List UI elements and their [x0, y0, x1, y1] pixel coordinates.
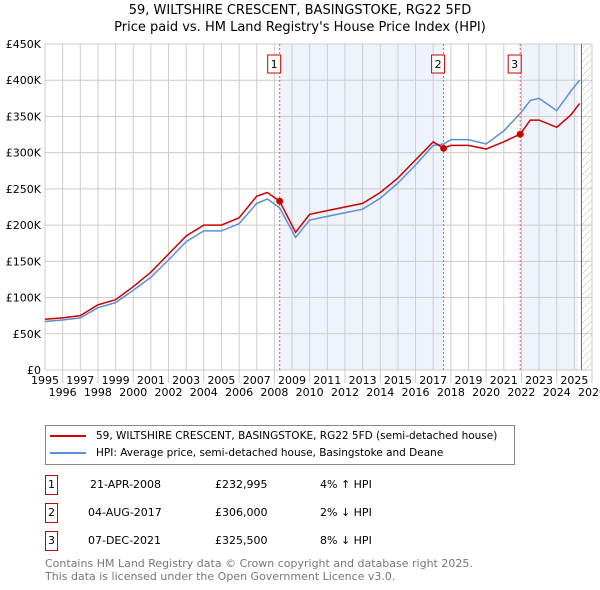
x-tick-label: 2024 [543, 386, 571, 399]
series-line [44, 79, 581, 323]
price-chart: 1995199619971998199920002001200220032004… [6, 38, 600, 399]
x-tick-label: 1995 [31, 374, 59, 387]
y-tick-label: £450K [6, 38, 42, 51]
sale-hpi-diff: 8% ↓ HPI [320, 534, 372, 547]
sale-marker-badge: 3 [45, 531, 58, 551]
x-tick-label: 2017 [419, 374, 447, 387]
x-tick-label: 2020 [472, 386, 500, 399]
x-tick-label: 2025 [560, 374, 588, 387]
x-tick-label: 1997 [66, 374, 94, 387]
x-tick-label: 2018 [437, 386, 465, 399]
y-tick-label: £250K [6, 183, 42, 196]
x-tick-label: 2019 [454, 374, 482, 387]
x-tick-label: 2013 [349, 374, 377, 387]
sale-point [516, 130, 524, 138]
sale-point [440, 144, 448, 152]
x-tick-label: 2022 [507, 386, 535, 399]
x-tick-label: 2006 [225, 386, 253, 399]
x-tick-label: 2001 [137, 374, 165, 387]
sale-row: 1 21-APR-2008 £232,995 4% ↑ HPI [45, 475, 445, 495]
sale-date: 21-APR-2008 [90, 478, 162, 491]
sale-row: 2 04-AUG-2017 £306,000 2% ↓ HPI [45, 503, 445, 523]
footer: Contains HM Land Registry data © Crown c… [45, 557, 473, 583]
x-tick-label: 2016 [402, 386, 430, 399]
x-tick-label: 2009 [278, 374, 306, 387]
sale-price: £325,500 [215, 534, 268, 547]
x-tick-label: 2003 [172, 374, 200, 387]
sale-row: 3 07-DEC-2021 £325,500 8% ↓ HPI [45, 531, 445, 551]
legend: 59, WILTSHIRE CRESCENT, BASINGSTOKE, RG2… [45, 425, 515, 465]
y-tick-label: £150K [6, 255, 42, 268]
x-tick-label: 1998 [84, 386, 112, 399]
series-line [44, 102, 581, 321]
sale-price: £232,995 [215, 478, 268, 491]
legend-label-property: 59, WILTSHIRE CRESCENT, BASINGSTOKE, RG2… [96, 430, 498, 442]
x-tick-label: 2015 [384, 374, 412, 387]
sale-label-box [431, 54, 446, 74]
x-tick-label: 2002 [155, 386, 183, 399]
shaded-period [279, 44, 444, 370]
chart-title: 59, WILTSHIRE CRESCENT, BASINGSTOKE, RG2… [128, 3, 472, 18]
sale-date: 04-AUG-2017 [88, 506, 162, 519]
sale-label: 3 [511, 58, 518, 71]
sale-marker-badge: 1 [45, 475, 58, 495]
footer-licence: This data is licensed under the Open Gov… [45, 570, 396, 583]
x-tick-label: 1999 [102, 374, 130, 387]
forecast-hatch [581, 44, 592, 370]
x-tick-label: 2026 [578, 386, 600, 399]
x-tick-label: 2008 [260, 386, 288, 399]
sale-hpi-diff: 4% ↑ HPI [320, 478, 372, 491]
sale-label-box [267, 54, 282, 74]
x-tick-label: 2021 [490, 374, 518, 387]
x-tick-label: 2000 [119, 386, 147, 399]
legend-swatch-red [50, 435, 86, 437]
legend-label-hpi: HPI: Average price, semi-detached house,… [96, 447, 444, 459]
footer-copyright: Contains HM Land Registry data © Crown c… [45, 557, 473, 570]
chart-subtitle: Price paid vs. HM Land Registry's House … [114, 20, 486, 35]
y-tick-label: £0 [27, 364, 41, 377]
x-tick-label: 2014 [366, 386, 394, 399]
sale-label: 2 [435, 58, 442, 71]
x-tick-label: 1996 [49, 386, 77, 399]
legend-swatch-blue [50, 452, 86, 454]
y-tick-label: £350K [6, 110, 42, 123]
sale-label: 1 [271, 58, 278, 71]
x-tick-label: 2007 [243, 374, 271, 387]
sale-marker-badge: 2 [45, 503, 58, 523]
x-tick-label: 2012 [331, 386, 359, 399]
sale-label-box [507, 54, 522, 74]
sale-hpi-diff: 2% ↓ HPI [320, 506, 372, 519]
y-tick-label: £200K [6, 219, 42, 232]
x-tick-label: 2010 [296, 386, 324, 399]
sale-price: £306,000 [215, 506, 268, 519]
y-tick-label: £300K [6, 147, 42, 160]
y-tick-label: £400K [6, 74, 42, 87]
sale-point [276, 197, 284, 205]
x-tick-label: 2004 [190, 386, 218, 399]
x-tick-label: 2011 [313, 374, 341, 387]
y-tick-label: £50K [13, 328, 42, 341]
shaded-period [520, 44, 578, 370]
x-tick-label: 2005 [207, 374, 235, 387]
y-tick-label: £100K [6, 292, 42, 305]
x-tick-label: 2023 [525, 374, 553, 387]
sale-date: 07-DEC-2021 [88, 534, 162, 547]
